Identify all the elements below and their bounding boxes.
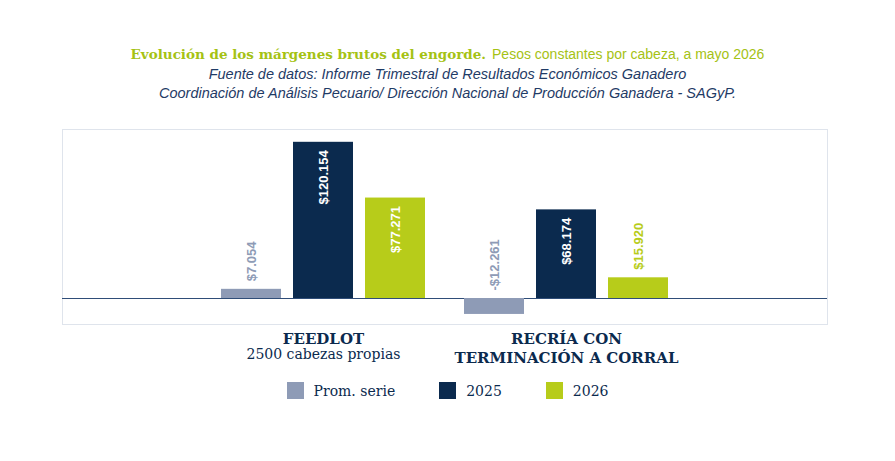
svg-text:$7.054: $7.054	[244, 241, 259, 282]
svg-text:FEEDLOT: FEEDLOT	[283, 330, 365, 348]
html-text:Evolución de los márgenes brut: Evolución de los márgenes brutos del eng…	[130, 46, 486, 62]
svg-text:$120.154: $120.154	[316, 150, 331, 205]
html-text:Fuente de datos: Informe Trime: Fuente de datos: Informe Trimestral de R…	[208, 66, 687, 82]
svg-text:$68.174: $68.174	[559, 217, 574, 265]
html-text:Coordinación de Análisis Pecua: Coordinación de Análisis Pecuario/ Direc…	[159, 85, 736, 101]
html-text:Prom. serie: Prom. serie	[313, 382, 396, 399]
svg-text:-$12.261: -$12.261	[487, 239, 502, 290]
html-text:2025: 2025	[466, 382, 502, 399]
svg-text:$15.920: $15.920	[631, 223, 646, 270]
html-text:Pesos constantes por cabeza, a: Pesos constantes por cabeza, a mayo 2026	[492, 46, 765, 62]
svg-text:2500 cabezas propias: 2500 cabezas propias	[247, 346, 401, 362]
html-text:2026: 2026	[572, 382, 609, 399]
svg-text:RECRÍA CONTERMINACIÓN A CORRAL: RECRÍA CONTERMINACIÓN A CORRAL	[455, 330, 679, 367]
svg-text:$77.271: $77.271	[388, 206, 403, 253]
